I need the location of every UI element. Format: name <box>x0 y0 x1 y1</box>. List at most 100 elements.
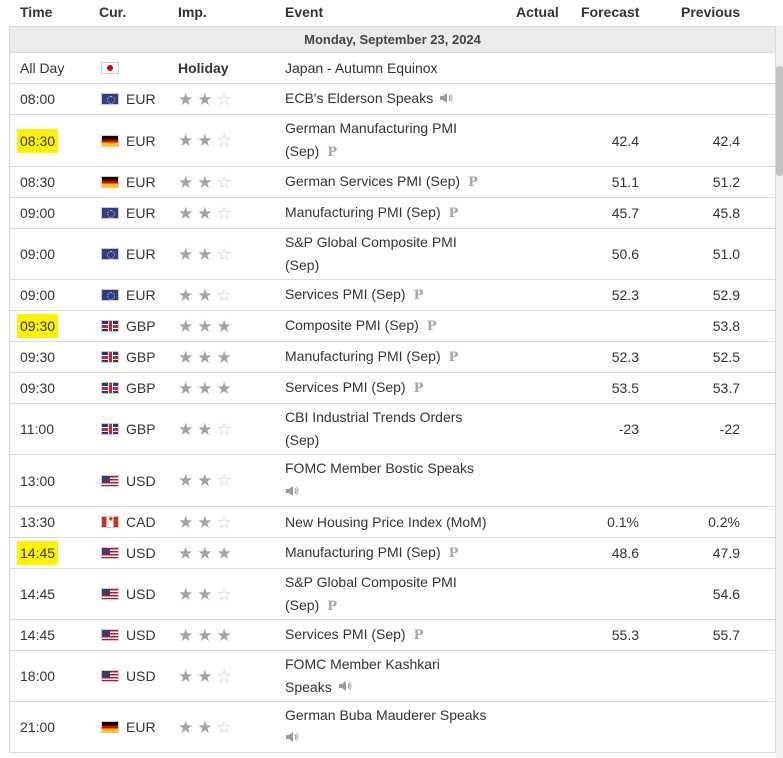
table-row[interactable]: 14:45 USD ★ ★ ☆ S&P Global Composite PMI (Sep)… <box>10 569 775 620</box>
event-cell[interactable]: Manufacturing PMI (Sep) P <box>285 538 510 568</box>
event-cell[interactable]: Manufacturing PMI (Sep) P <box>285 342 510 372</box>
forecast-value: 42.4 <box>611 132 639 149</box>
table-row[interactable]: 14:45 USD ★ ★ ★ Manufacturing PMI (Sep) P 48.6 4… <box>10 538 775 569</box>
table-row[interactable]: 18:00 USD ★ ★ ☆ FOMC Member Kashkari Speaks <box>10 651 775 702</box>
event-cell[interactable]: Services PMI (Sep) P <box>285 620 510 650</box>
table-row[interactable]: 13:30CAD★★☆New Housing Price Index (MoM)… <box>10 507 775 538</box>
event-name[interactable]: ECB's Elderson Speaks <box>285 90 434 107</box>
event-cell[interactable]: Manufacturing PMI (Sep) P <box>285 198 510 228</box>
header-previous[interactable]: Previous <box>681 4 741 20</box>
previous-value: 0.2% <box>708 514 740 530</box>
previous-value: 52.5 <box>712 349 740 365</box>
currency-code: GBP <box>126 380 156 396</box>
table-row[interactable]: 14:45 USD ★ ★ ★ Services PMI (Sep) P 55.3 55.7 <box>10 620 775 651</box>
table-row[interactable]: 21:00 EUR ★ ★ ☆ German Buba Mauderer Speaks <box>10 702 775 753</box>
header-forecast[interactable]: Forecast <box>581 4 640 20</box>
event-cell[interactable]: New Housing Price Index (MoM) <box>285 507 510 537</box>
header-currency[interactable]: Cur. <box>99 4 127 20</box>
event-cell[interactable]: S&P Global Composite PMI (Sep) <box>285 229 510 279</box>
star-icon: ★ <box>197 203 213 223</box>
previous-value: 47.9 <box>712 545 740 561</box>
currency-cell: GBP <box>101 342 156 372</box>
table-row[interactable]: All Day Holiday Japan - Autumn Equinox <box>10 53 775 84</box>
event-name[interactable]: S&P Global Composite PMI <box>285 573 457 590</box>
event-name[interactable]: (Sep) <box>285 143 320 159</box>
header-actual[interactable]: Actual <box>516 4 559 20</box>
event-name[interactable]: FOMC Member Kashkari <box>285 655 440 672</box>
table-row[interactable]: 09:00 EUR ★ ★ ☆ Services PMI (Sep) P 52.3 52.9 <box>10 280 775 311</box>
flag-jp-icon <box>101 62 119 74</box>
event-cell[interactable]: ECB's Elderson Speaks <box>285 84 510 114</box>
event-cell[interactable]: Japan - Autumn Equinox <box>285 53 510 83</box>
table-row[interactable]: 09:30 GBP ★ ★ ★ Services PMI (Sep) P 53.5 53.7 <box>10 373 775 404</box>
scrollbar-thumb[interactable] <box>776 66 783 176</box>
event-time: 08:30 <box>20 167 55 197</box>
event-cell[interactable]: FOMC Member Kashkari Speaks <box>285 651 510 701</box>
time-label: 08:30 <box>20 174 56 190</box>
holiday-label: Holiday <box>178 60 229 76</box>
event-name[interactable]: Japan - Autumn Equinox <box>285 59 438 76</box>
star-icon: ★ <box>197 378 213 398</box>
scrollbar-track[interactable] <box>776 26 783 758</box>
table-row[interactable]: 09:30 GBP ★ ★ ★ Composite PMI (Sep) P 53.8 <box>10 311 775 342</box>
event-name[interactable]: New Housing Price Index (MoM) <box>285 513 487 530</box>
event-name[interactable]: Manufacturing PMI (Sep) <box>285 544 441 560</box>
event-name[interactable]: (Sep) <box>285 432 320 448</box>
header-time[interactable]: Time <box>20 4 53 20</box>
event-name[interactable]: (Sep) <box>285 596 320 613</box>
previous-value: 45.8 <box>712 205 740 221</box>
table-row[interactable]: 09:00 EUR ★ ★ ☆ Manufacturing PMI (Sep) P 45.7 4… <box>10 198 775 229</box>
event-cell[interactable]: German Buba Mauderer Speaks <box>285 702 510 752</box>
event-name[interactable]: German Buba Mauderer Speaks <box>285 706 487 723</box>
table-row[interactable]: 08:00 EUR ★ ★ ☆ ECB's Elderson Speaks <box>10 84 775 115</box>
event-time: 13:30 <box>20 507 55 537</box>
event-name[interactable]: Services PMI (Sep) <box>285 379 406 395</box>
event-name[interactable]: German Services PMI (Sep) <box>285 173 461 189</box>
event-name[interactable]: S&P Global Composite PMI <box>285 234 457 250</box>
event-cell[interactable]: FOMC Member Bostic Speaks <box>285 455 510 506</box>
table-row[interactable]: 09:30 GBP ★ ★ ★ Manufacturing PMI (Sep) P 52.3 5… <box>10 342 775 373</box>
table-row[interactable]: 08:30 EUR ★ ★ ☆ German Manufacturing PMI (Sep)… <box>10 115 775 167</box>
header-importance[interactable]: Imp. <box>178 4 207 20</box>
event-name[interactable]: Services PMI (Sep) <box>285 626 406 642</box>
currency-cell: EUR <box>101 702 156 752</box>
event-name[interactable]: Composite PMI (Sep) <box>285 317 419 333</box>
event-name[interactable]: CBI Industrial Trends Orders <box>285 409 463 425</box>
forecast-value: 53.5 <box>611 380 639 396</box>
currency-cell: CAD <box>101 507 156 537</box>
event-name[interactable]: Services PMI (Sep) <box>285 286 406 302</box>
time-label: 14:45 <box>20 627 56 643</box>
header-event[interactable]: Event <box>285 4 324 20</box>
star-icon: ★ <box>178 172 194 192</box>
event-name[interactable]: Speaks <box>285 678 332 695</box>
event-cell[interactable]: German Manufacturing PMI (Sep) P <box>285 115 510 166</box>
forecast-value: 48.6 <box>611 545 639 561</box>
flag-de-icon <box>101 176 119 188</box>
importance-cell: ★ ★ ☆ <box>178 280 232 310</box>
table-row[interactable]: 09:00 EUR ★ ★ ☆ S&P Global Composite PMI (Sep)… <box>10 229 775 280</box>
flag-eu-icon <box>101 207 119 219</box>
event-name[interactable]: (Sep) <box>285 257 320 273</box>
event-name[interactable]: Manufacturing PMI (Sep) <box>285 348 441 364</box>
event-cell[interactable]: German Services PMI (Sep) P <box>285 167 510 197</box>
event-cell[interactable]: S&P Global Composite PMI (Sep) P <box>285 569 510 619</box>
table-row[interactable]: 11:00 GBP ★ ★ ☆ CBI Industrial Trends Orders(… <box>10 404 775 455</box>
event-name[interactable]: Manufacturing PMI (Sep) <box>285 204 441 220</box>
event-cell[interactable]: Services PMI (Sep) P <box>285 373 510 403</box>
event-cell[interactable]: Composite PMI (Sep) P <box>285 311 510 341</box>
forecast-value: 52.3 <box>611 349 639 365</box>
event-cell[interactable]: Services PMI (Sep) P <box>285 280 510 310</box>
importance-cell: ★ ★ ☆ <box>178 702 232 752</box>
currency-code: USD <box>126 472 156 489</box>
event-cell[interactable]: CBI Industrial Trends Orders (Sep) <box>285 404 510 454</box>
star-icon: ★ <box>178 625 194 645</box>
table-row[interactable]: 08:30 EUR ★ ★ ☆ German Services PMI (Sep) P 51.… <box>10 167 775 198</box>
event-name[interactable]: FOMC Member Bostic Speaks <box>285 460 475 477</box>
event-name[interactable]: German Manufacturing PMI <box>285 120 457 136</box>
table-row[interactable]: 13:00 USD ★ ★ ☆ FOMC Member Bostic Speaks <box>10 455 775 507</box>
importance-cell: ★ ★ ★ <box>178 342 232 372</box>
currency-code: USD <box>126 545 156 561</box>
importance-cell: ★ ★ ☆ <box>178 404 232 454</box>
previous-value: 42.4 <box>712 132 740 149</box>
preliminary-icon: P <box>468 175 478 190</box>
